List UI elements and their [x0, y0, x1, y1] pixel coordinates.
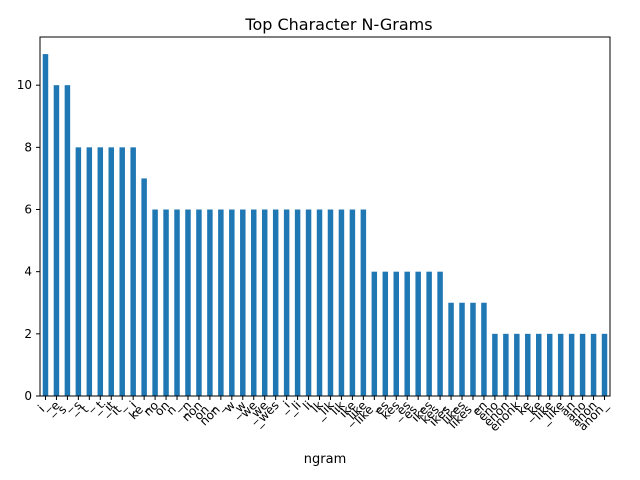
bar	[75, 147, 82, 396]
bar	[470, 302, 476, 396]
bar	[42, 54, 49, 396]
bar	[327, 209, 334, 396]
bar	[272, 209, 279, 396]
bar	[108, 147, 114, 396]
bar	[503, 333, 509, 396]
chart-title: Top Character N-Grams	[244, 15, 432, 34]
plot-frame	[39, 36, 611, 397]
bar	[514, 333, 520, 396]
bar	[229, 209, 235, 396]
bar	[196, 209, 202, 396]
bar	[141, 178, 147, 396]
bar	[119, 147, 125, 396]
y-axis: 0 2 4 6 8 10	[17, 78, 40, 403]
y-tick-label: 4	[24, 265, 32, 279]
bar	[546, 333, 553, 396]
y-tick-label: 0	[24, 389, 32, 403]
bar	[525, 333, 531, 396]
bar	[415, 271, 421, 396]
bar	[64, 85, 71, 396]
bar	[163, 209, 169, 396]
bar	[218, 209, 224, 396]
bar	[261, 209, 268, 396]
bar	[53, 85, 60, 396]
bar	[601, 333, 608, 396]
bar	[437, 271, 443, 396]
bar	[251, 209, 257, 396]
bar	[86, 147, 93, 396]
bar	[130, 147, 136, 396]
bar	[240, 209, 246, 396]
bar	[97, 147, 104, 396]
bar	[283, 209, 290, 396]
y-tick-label: 10	[17, 78, 32, 92]
bar	[360, 209, 367, 396]
bar	[338, 209, 345, 396]
bar	[294, 209, 301, 396]
bar	[568, 333, 575, 396]
bar	[404, 271, 410, 396]
x-axis-label: ngram	[304, 452, 346, 467]
y-tick-label: 6	[24, 203, 32, 217]
x-axis: i__es__st__t_itit__ike_noonn__nnonon_non…	[35, 396, 611, 434]
bar	[316, 209, 323, 396]
bar	[371, 271, 378, 396]
bar	[382, 271, 389, 396]
bar	[557, 333, 564, 396]
bar	[305, 209, 312, 396]
bar	[590, 333, 597, 396]
bar	[185, 209, 191, 396]
bar	[459, 302, 465, 396]
bar	[481, 302, 487, 396]
bar	[579, 333, 586, 396]
bar	[207, 209, 213, 396]
bar	[492, 333, 498, 396]
bar	[349, 209, 356, 396]
bar	[152, 209, 158, 396]
bar	[393, 271, 399, 396]
bar	[174, 209, 180, 396]
y-tick-label: 2	[24, 327, 32, 341]
y-tick-label: 8	[24, 140, 32, 154]
bars-group	[42, 54, 608, 396]
bar	[536, 333, 542, 396]
bar	[448, 302, 454, 396]
bar	[426, 271, 432, 396]
